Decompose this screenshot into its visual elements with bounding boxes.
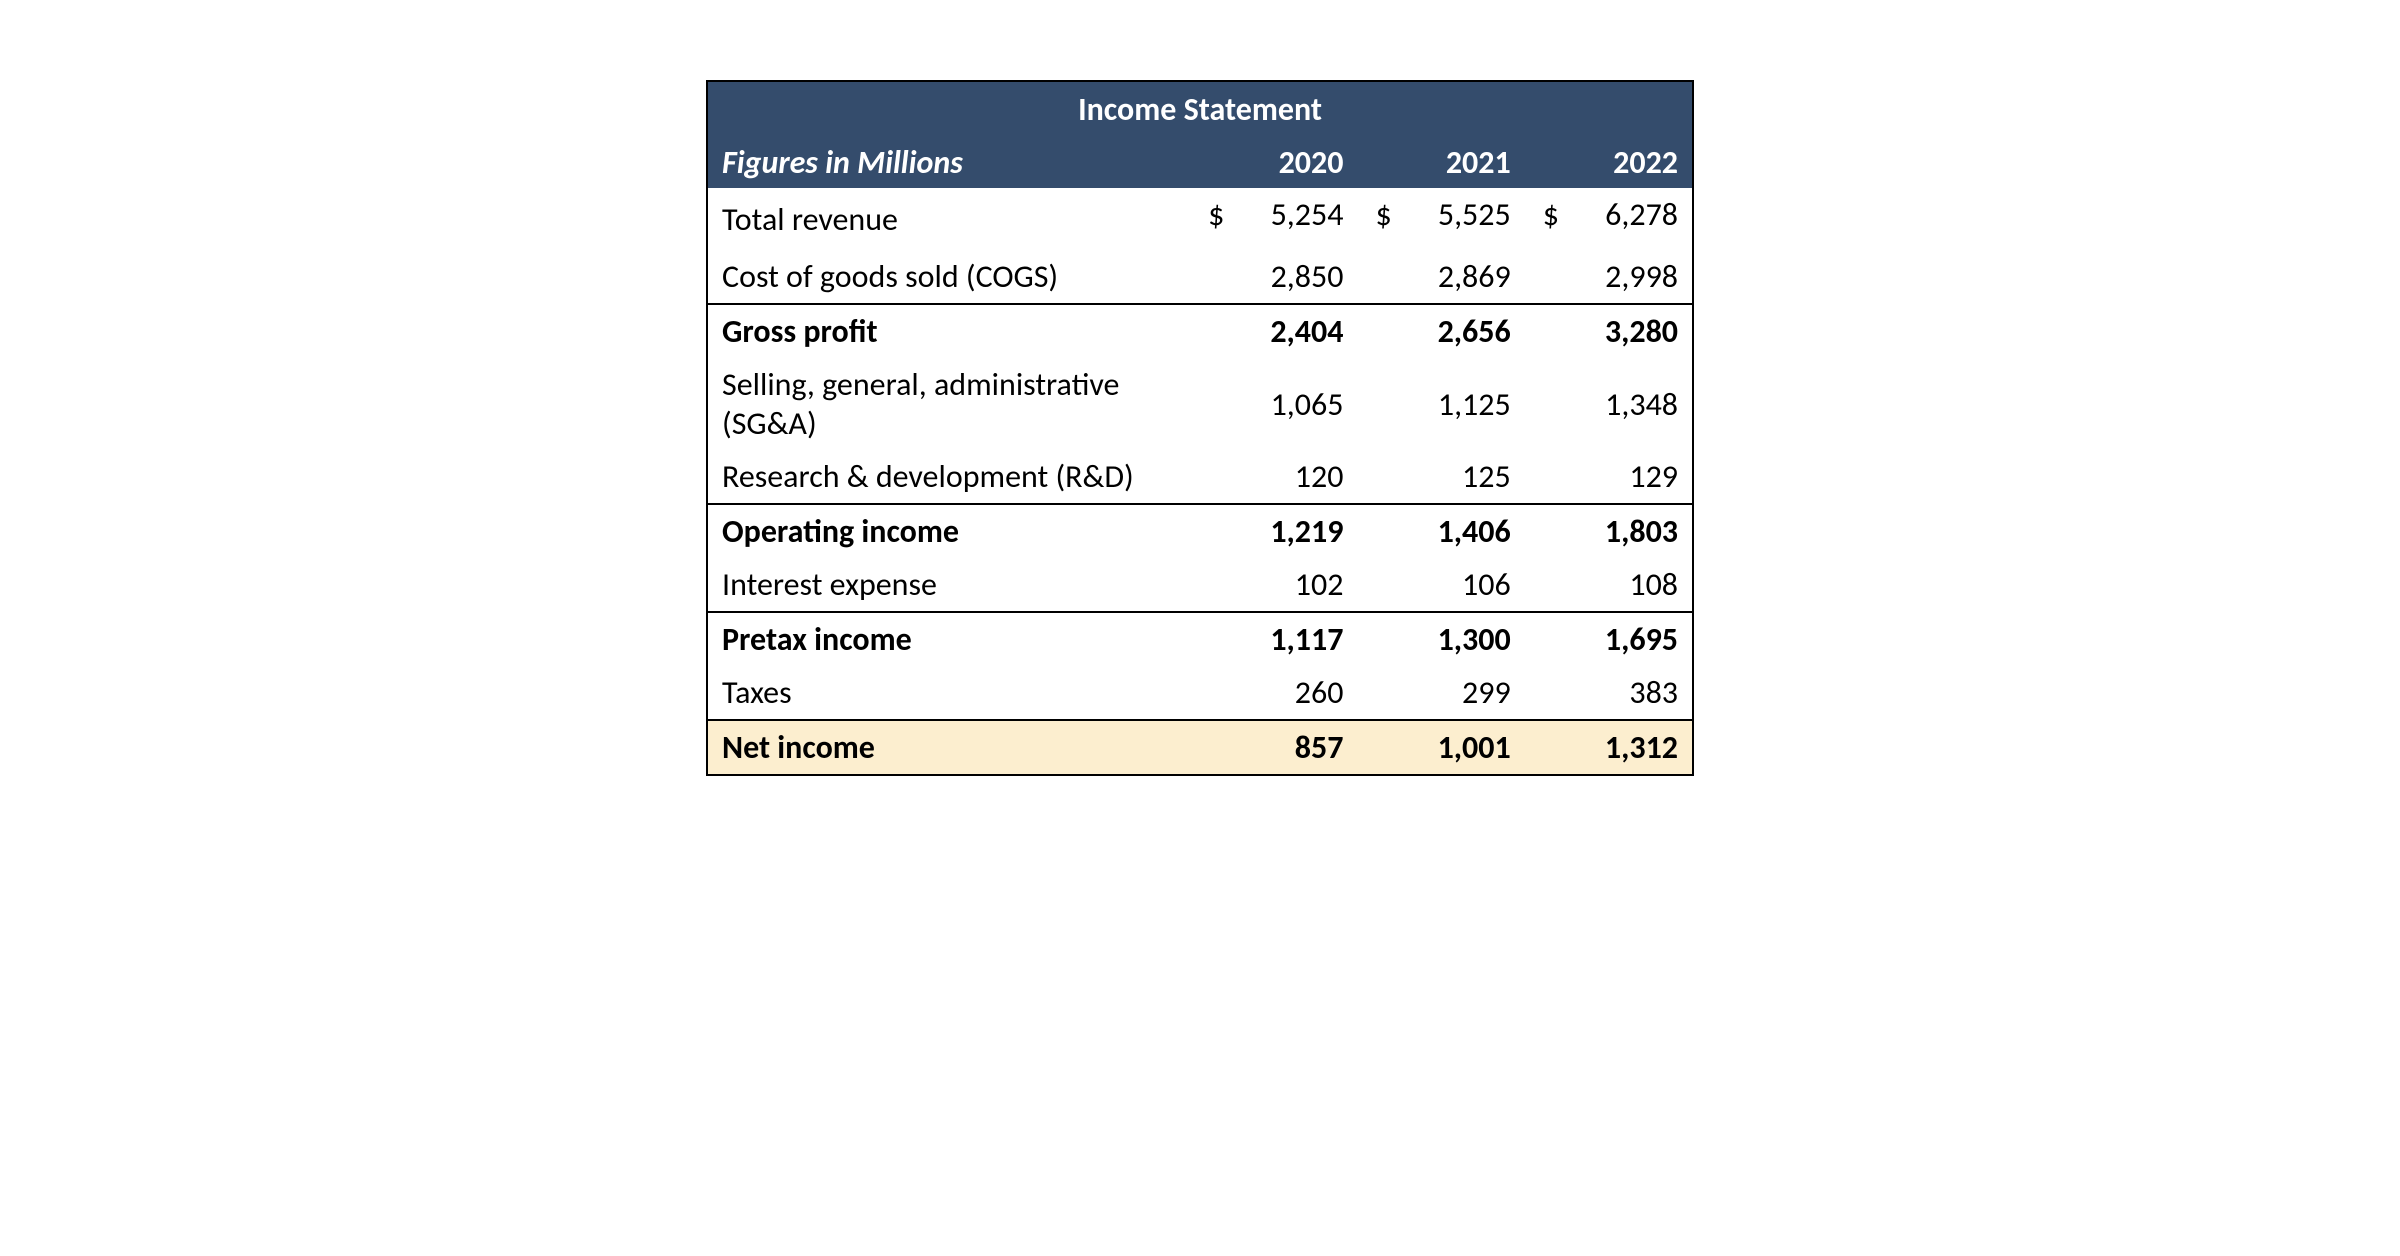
row-value: 129: [1525, 450, 1692, 504]
row-value: 108: [1525, 558, 1692, 612]
year-header-2: 2022: [1525, 137, 1692, 188]
row-label: Cost of goods sold (COGS): [708, 250, 1190, 304]
row-value: 1,117: [1190, 612, 1357, 666]
row-label: Pretax income: [708, 612, 1190, 666]
row-label: Selling, general, administrative (SG&A): [708, 358, 1190, 450]
row-value: 1,219: [1190, 504, 1357, 558]
row-value: 2,850: [1190, 250, 1357, 304]
table-header-row: Figures in Millions 2020 2021 2022: [708, 137, 1692, 188]
row-value: 1,300: [1357, 612, 1524, 666]
row-label: Net income: [708, 720, 1190, 774]
table-subtitle: Figures in Millions: [708, 137, 1190, 188]
row-value: 1,312: [1525, 720, 1692, 774]
row-value: 1,695: [1525, 612, 1692, 666]
row-value: 125: [1357, 450, 1524, 504]
year-header-0: 2020: [1190, 137, 1357, 188]
row-label: Taxes: [708, 666, 1190, 720]
dollar-sign: $: [1539, 195, 1559, 234]
dollar-sign: $: [1204, 195, 1224, 234]
table-row: Net income8571,0011,312: [708, 720, 1692, 774]
row-value: 1,348: [1525, 358, 1692, 450]
row-label: Total revenue: [708, 188, 1190, 250]
table-row: Pretax income1,1171,3001,695: [708, 612, 1692, 666]
financial-table: Income Statement Figures in Millions 202…: [708, 82, 1692, 774]
row-label: Gross profit: [708, 304, 1190, 358]
row-value: 260: [1190, 666, 1357, 720]
row-value: 299: [1357, 666, 1524, 720]
table-row: Total revenue$5,254$5,525$6,278: [708, 188, 1692, 250]
row-value: $6,278: [1525, 188, 1692, 250]
row-value: 1,125: [1357, 358, 1524, 450]
row-value: $5,254: [1190, 188, 1357, 250]
row-value: 2,998: [1525, 250, 1692, 304]
row-value: 2,869: [1357, 250, 1524, 304]
income-statement-table: Income Statement Figures in Millions 202…: [706, 80, 1694, 776]
table-row: Interest expense102106108: [708, 558, 1692, 612]
table-body: Total revenue$5,254$5,525$6,278Cost of g…: [708, 188, 1692, 774]
row-value: 2,656: [1357, 304, 1524, 358]
row-value: 1,065: [1190, 358, 1357, 450]
year-header-1: 2021: [1357, 137, 1524, 188]
row-value: 2,404: [1190, 304, 1357, 358]
row-value: 383: [1525, 666, 1692, 720]
row-label: Operating income: [708, 504, 1190, 558]
row-value: 1,406: [1357, 504, 1524, 558]
table-row: Operating income1,2191,4061,803: [708, 504, 1692, 558]
cell-value: 5,254: [1271, 195, 1344, 234]
row-value: 1,803: [1525, 504, 1692, 558]
table-row: Selling, general, administrative (SG&A)1…: [708, 358, 1692, 450]
table-row: Gross profit2,4042,6563,280: [708, 304, 1692, 358]
row-value: 857: [1190, 720, 1357, 774]
cell-value: 5,525: [1438, 195, 1511, 234]
table-title-row: Income Statement: [708, 82, 1692, 137]
row-value: $5,525: [1357, 188, 1524, 250]
row-value: 106: [1357, 558, 1524, 612]
row-value: 120: [1190, 450, 1357, 504]
table-row: Cost of goods sold (COGS)2,8502,8692,998: [708, 250, 1692, 304]
dollar-sign: $: [1371, 195, 1391, 234]
row-value: 1,001: [1357, 720, 1524, 774]
row-label: Interest expense: [708, 558, 1190, 612]
table-row: Research & development (R&D)120125129: [708, 450, 1692, 504]
table-title: Income Statement: [708, 82, 1692, 137]
row-label: Research & development (R&D): [708, 450, 1190, 504]
row-value: 102: [1190, 558, 1357, 612]
row-value: 3,280: [1525, 304, 1692, 358]
cell-value: 6,278: [1605, 195, 1678, 234]
table-row: Taxes260299383: [708, 666, 1692, 720]
